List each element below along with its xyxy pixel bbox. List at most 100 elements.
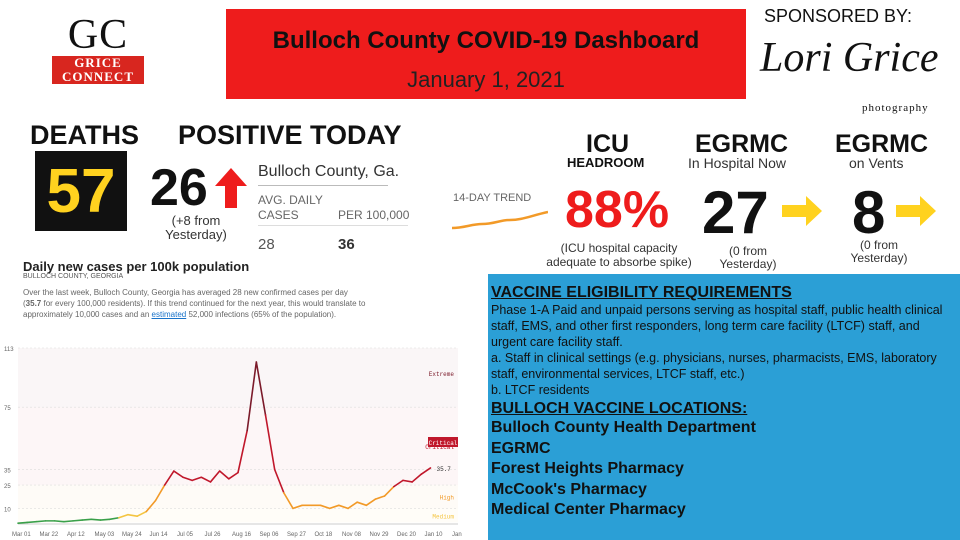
- positive-today-value: 26: [150, 159, 208, 217]
- chart-title: Daily new cases per 100k population: [23, 259, 250, 274]
- zone-label: Critical: [425, 444, 454, 451]
- series-segment: [154, 484, 166, 502]
- series-segment: [99, 518, 111, 521]
- per-100k-value: 36: [338, 236, 355, 253]
- icu-value: 88%: [565, 181, 670, 239]
- egrmc-vents-note: (0 from Yesterday): [850, 238, 908, 265]
- x-tick-label: Jul 05: [177, 532, 194, 538]
- series-segment: [17, 521, 28, 525]
- x-tick-label: Jan: [452, 532, 462, 538]
- x-tick-label: Aug 16: [232, 532, 252, 538]
- x-tick-label: May 24: [122, 532, 142, 538]
- x-tick-label: Jun 14: [150, 532, 169, 538]
- sponsor-logo: Lori Grice photography: [750, 30, 950, 114]
- zone-label: Medium: [432, 513, 454, 520]
- estimated-link[interactable]: estimated: [151, 310, 187, 319]
- arrow-right-icon: [782, 196, 822, 226]
- series-segment: [53, 520, 65, 523]
- series-segment: [81, 518, 93, 521]
- y-tick-label: 75: [4, 406, 11, 412]
- series-segment: [182, 476, 193, 482]
- series-segment: [402, 479, 413, 483]
- zone-label: Extreme: [429, 371, 455, 378]
- logo-line2: CONNECT: [61, 69, 134, 84]
- egrmc-vents-label: EGRMC: [835, 130, 929, 158]
- series-segment: [283, 492, 294, 510]
- county-name: Bulloch County, Ga.: [258, 163, 400, 180]
- series-segment: [72, 519, 83, 522]
- avg-daily-cases-value: 28: [258, 236, 275, 253]
- series-segment: [356, 501, 368, 507]
- vaccine-staff-text: a. Staff in clinical settings (e.g. phys…: [491, 351, 937, 381]
- x-tick-label: Oct 18: [315, 532, 333, 538]
- chart-text-pre: Over the last week, Bulloch County, Geor…: [23, 288, 348, 308]
- logo-line1: GRICE: [74, 55, 122, 70]
- icu-sub: HEADROOM: [567, 155, 645, 170]
- per-100k-header: PER 100,000: [338, 208, 410, 222]
- series-segment: [255, 361, 267, 416]
- sponsor-sub: photography: [862, 102, 929, 114]
- egrmc-hospital-note: (0 from Yesterday): [719, 244, 777, 271]
- series-segment: [374, 495, 386, 500]
- deaths-label: DEATHS: [30, 120, 140, 150]
- cases-chart: 10 25 35 75 113 Medium High Critical Extreme Crit…: [4, 347, 462, 538]
- series-segment: [118, 513, 129, 519]
- series-segment: [411, 473, 423, 483]
- series-segment: [273, 468, 285, 494]
- positive-today-note: (+8 from Yesterday): [165, 213, 227, 242]
- series-segment: [420, 467, 432, 475]
- series-segment: [90, 518, 102, 521]
- series-segment: [63, 520, 74, 523]
- page-title: Bulloch County COVID-19 Dashboard: [272, 27, 700, 54]
- zone-band: [18, 485, 458, 509]
- divider: [258, 225, 408, 226]
- chart-text-post: 52,000 infections (65% of the population…: [186, 310, 337, 319]
- series-segment: [173, 470, 184, 479]
- series-segment: [108, 516, 120, 521]
- zone-label: High: [440, 495, 455, 502]
- x-tick-label: Sep 06: [260, 532, 280, 538]
- series-segment: [319, 504, 331, 510]
- sponsor-name: Lori Grice: [760, 35, 939, 81]
- x-tick-label: Sep 27: [287, 532, 307, 538]
- vaccine-eligibility-heading: VACCINE ELIGIBILITY REQUIREMENTS: [491, 284, 792, 301]
- location-item: EGRMC: [491, 439, 551, 457]
- series-segment: [237, 429, 248, 474]
- chart-text-bold: 35.7: [25, 299, 42, 308]
- x-tick-label: Jul 26: [205, 532, 222, 538]
- series-segment: [163, 470, 175, 486]
- y-tick-label: 113: [4, 347, 14, 353]
- vaccine-panel: VACCINE ELIGIBILITY REQUIREMENTS Phase 1…: [488, 274, 960, 540]
- trend-sparkline: [452, 210, 548, 230]
- series-segment: [393, 479, 404, 488]
- x-tick-label: Jan 10: [425, 532, 444, 538]
- y-tick-label: 35: [4, 468, 11, 474]
- series-segment: [246, 361, 258, 432]
- zone-band: [18, 508, 458, 523]
- critical-badge: [428, 437, 458, 448]
- series-segment: [136, 510, 148, 518]
- x-tick-label: Mar 01: [12, 532, 31, 538]
- series-segment: [209, 470, 221, 483]
- series-segment: [347, 501, 358, 510]
- egrmc-vents-sub: on Vents: [849, 155, 904, 171]
- chart-subtitle: BULLOCH COUNTY, GEORGIA: [23, 273, 124, 280]
- series-segment: [383, 485, 395, 497]
- egrmc-hospital-label: EGRMC: [695, 130, 789, 158]
- logo-bar: GRICE CONNECT: [52, 56, 144, 84]
- series-segment: [218, 470, 230, 480]
- series-segment: [26, 520, 38, 524]
- series-segment: [292, 504, 303, 510]
- chart-text-mid: for every 100,000 residents). If this tr…: [23, 299, 366, 319]
- critical-badge-label: Critical: [429, 440, 458, 447]
- last-value-label: 35.7: [437, 466, 452, 473]
- series-segment: [338, 504, 349, 510]
- x-tick-label: May 03: [95, 532, 115, 538]
- y-tick-label: 10: [4, 507, 11, 513]
- series-segment: [328, 504, 340, 510]
- series-segment: [228, 471, 239, 480]
- zone-band: [18, 348, 458, 408]
- vaccine-residents-text: b. LTCF residents: [491, 383, 590, 397]
- series-segment: [35, 520, 47, 523]
- x-tick-label: Dec 20: [397, 532, 417, 538]
